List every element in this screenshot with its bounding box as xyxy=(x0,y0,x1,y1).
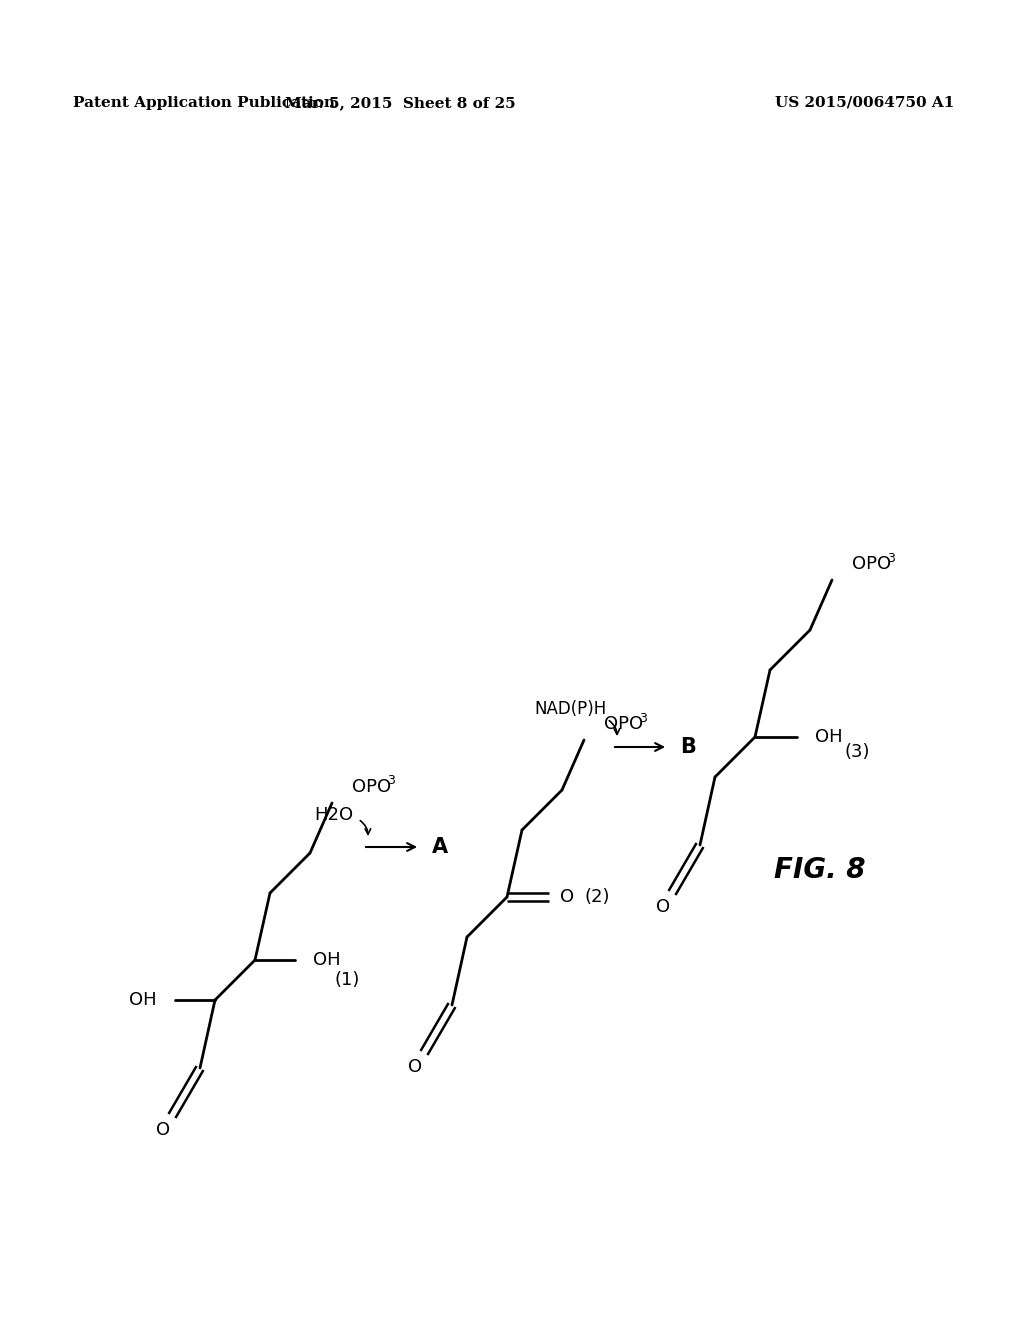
Text: OH: OH xyxy=(129,991,157,1008)
Text: O: O xyxy=(156,1121,170,1139)
Text: O: O xyxy=(408,1059,422,1076)
Text: OPO: OPO xyxy=(852,554,891,573)
Text: B: B xyxy=(680,737,696,756)
Text: Patent Application Publication: Patent Application Publication xyxy=(73,96,335,110)
Text: 3: 3 xyxy=(887,552,895,565)
Text: FIG. 8: FIG. 8 xyxy=(774,855,865,884)
Text: OH: OH xyxy=(815,729,843,746)
Text: H2O: H2O xyxy=(314,807,353,824)
Text: Mar. 5, 2015  Sheet 8 of 25: Mar. 5, 2015 Sheet 8 of 25 xyxy=(285,96,515,110)
Text: OPO: OPO xyxy=(604,715,643,733)
Text: O: O xyxy=(656,898,670,916)
Text: (3): (3) xyxy=(845,743,870,762)
Text: OPO: OPO xyxy=(352,777,391,796)
Text: OH: OH xyxy=(313,950,341,969)
Text: O: O xyxy=(560,888,574,906)
Text: A: A xyxy=(432,837,449,857)
Text: (1): (1) xyxy=(335,972,360,989)
Text: US 2015/0064750 A1: US 2015/0064750 A1 xyxy=(775,96,954,110)
Text: 3: 3 xyxy=(639,711,647,725)
Text: (2): (2) xyxy=(585,888,610,906)
Text: 3: 3 xyxy=(387,775,395,788)
Text: NAD(P)H: NAD(P)H xyxy=(535,700,607,718)
